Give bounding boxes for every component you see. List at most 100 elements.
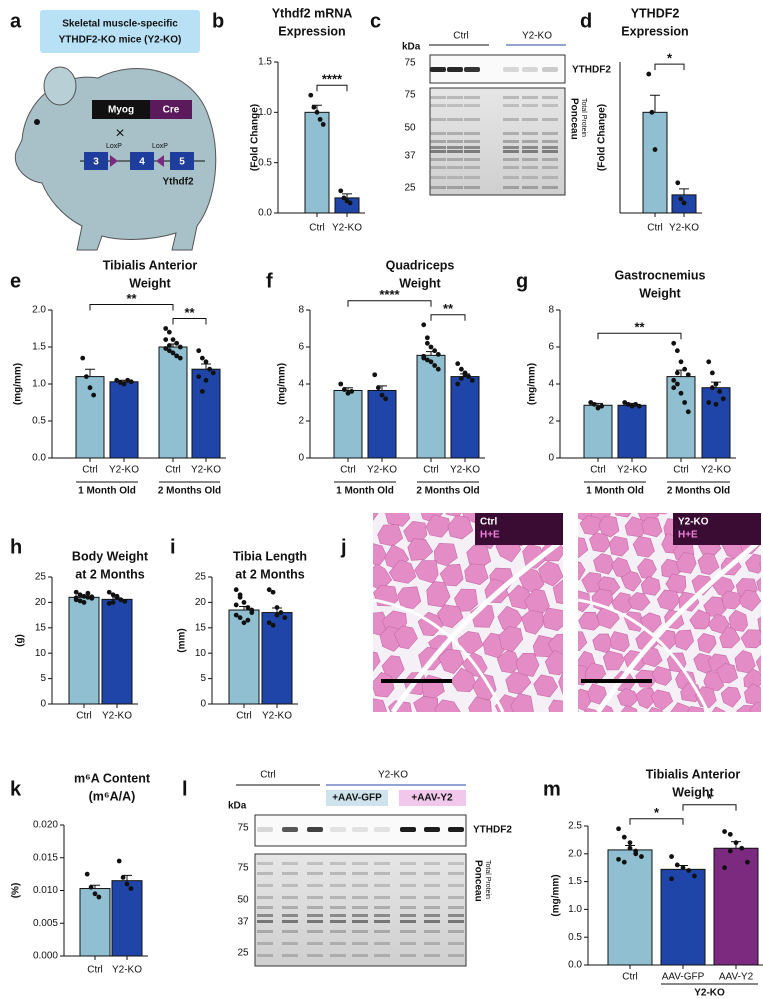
ponceau-band — [330, 930, 346, 933]
data-point — [674, 348, 680, 354]
error-bar — [650, 94, 660, 113]
ponceau-band — [503, 166, 519, 169]
ponceau-band — [374, 954, 390, 957]
data-point — [317, 116, 323, 122]
data-point — [671, 340, 677, 346]
data-point — [245, 605, 251, 610]
ponceau-band — [257, 914, 273, 917]
muscle-fiber — [721, 590, 744, 610]
exon-label: 5 — [179, 157, 185, 168]
muscle-fiber — [578, 561, 586, 581]
data-point — [308, 92, 314, 98]
muscle-fiber — [640, 576, 661, 596]
panel-letter: j — [340, 536, 347, 558]
band — [257, 827, 273, 832]
band — [330, 827, 346, 832]
muscle-fiber — [331, 563, 355, 588]
ponceau-band — [464, 140, 480, 143]
bar — [642, 111, 668, 214]
band — [307, 827, 323, 832]
x-tick-label: Y2-KO — [450, 465, 480, 476]
ponceau-band — [448, 914, 464, 917]
data-point — [458, 366, 464, 372]
muscle-fiber — [609, 631, 630, 653]
chart-title: Tibialis Anterior — [103, 258, 198, 272]
charts: b Ythdf2 mRNA Expression (Fold Change) 0.0 0.… — [10, 6, 763, 999]
bar — [109, 381, 139, 459]
ponceau-band — [542, 96, 558, 99]
group-label: Ctrl — [260, 770, 276, 781]
band — [447, 67, 463, 72]
muscle-fiber — [614, 513, 632, 518]
muscle-fiber — [496, 650, 521, 674]
ponceau-band — [448, 930, 464, 933]
significance-bracket — [347, 300, 432, 307]
ponceau-band — [424, 884, 440, 887]
data-point — [278, 610, 284, 615]
muscle-fiber — [547, 633, 563, 657]
y-tick-label: 4 — [298, 379, 304, 390]
muscle-fiber — [711, 706, 726, 712]
western-blot: c kDa Ctrl Y2-KO 75 75 50 37 25 YTHDF2 P… — [370, 10, 611, 196]
muscle-fiber — [715, 663, 739, 684]
muscle-fiber — [433, 542, 458, 567]
data-point — [282, 615, 288, 621]
septum — [578, 598, 710, 712]
ponceau-band — [424, 872, 440, 875]
x-tick-label: Y2-KO — [617, 465, 647, 476]
ponceau-band — [400, 884, 416, 887]
muscle-fiber — [697, 553, 720, 576]
data-point — [270, 622, 276, 628]
muscle-fiber — [553, 473, 575, 494]
ponceau-band — [448, 920, 464, 923]
y-tick-label: 1.5 — [568, 876, 582, 887]
y-tick-label: 0.0 — [32, 453, 46, 464]
box-text: YTHDF2-KO mice (Y2-KO) — [59, 35, 182, 46]
muscle-fiber — [521, 609, 544, 635]
y-axis-label: (mg/mm) — [527, 363, 538, 405]
muscle-fiber — [759, 561, 761, 571]
data-point — [314, 109, 320, 115]
ponceau-band — [424, 896, 440, 899]
ponceau-band — [430, 104, 446, 107]
muscle-fiber — [651, 513, 668, 515]
data-point — [245, 617, 251, 623]
bar — [701, 387, 731, 459]
data-point — [341, 387, 347, 392]
stain-label: Ponceau — [568, 98, 579, 140]
muscle-fiber — [585, 662, 607, 684]
muscle-fiber — [675, 551, 697, 574]
ponceau-band — [352, 884, 368, 887]
panel-letter: a — [10, 10, 22, 32]
chart-title: Gastrocnemius — [614, 268, 705, 282]
ponceau-band — [464, 186, 480, 189]
data-point — [627, 845, 633, 851]
ponceau-band — [430, 176, 446, 179]
data-point — [110, 592, 116, 598]
ponceau-band — [542, 132, 558, 135]
ponceau-band — [448, 862, 464, 865]
septum — [595, 538, 761, 712]
muscle-fiber — [735, 486, 757, 504]
ponceau-band — [447, 146, 463, 149]
significance-label: * — [667, 51, 673, 66]
y-tick-label: 0.5 — [258, 157, 272, 168]
ponceau-band — [464, 158, 480, 161]
panel-letter: b — [212, 10, 224, 32]
chart-title: m⁶A Content — [74, 771, 151, 785]
ponceau-band — [307, 920, 323, 923]
ponceau-band — [503, 104, 519, 107]
data-point — [383, 396, 389, 402]
data-point — [455, 381, 461, 387]
significance-bracket — [654, 63, 685, 71]
data-point — [435, 352, 441, 357]
data-point — [458, 376, 464, 381]
panel-letter: m — [543, 778, 561, 800]
data-point — [118, 597, 124, 603]
loxp-site — [156, 155, 164, 167]
ponceau-band — [503, 140, 519, 143]
ponceau-band — [400, 954, 416, 957]
data-point — [678, 359, 684, 365]
x-tick-label: Ctrl — [87, 965, 103, 976]
